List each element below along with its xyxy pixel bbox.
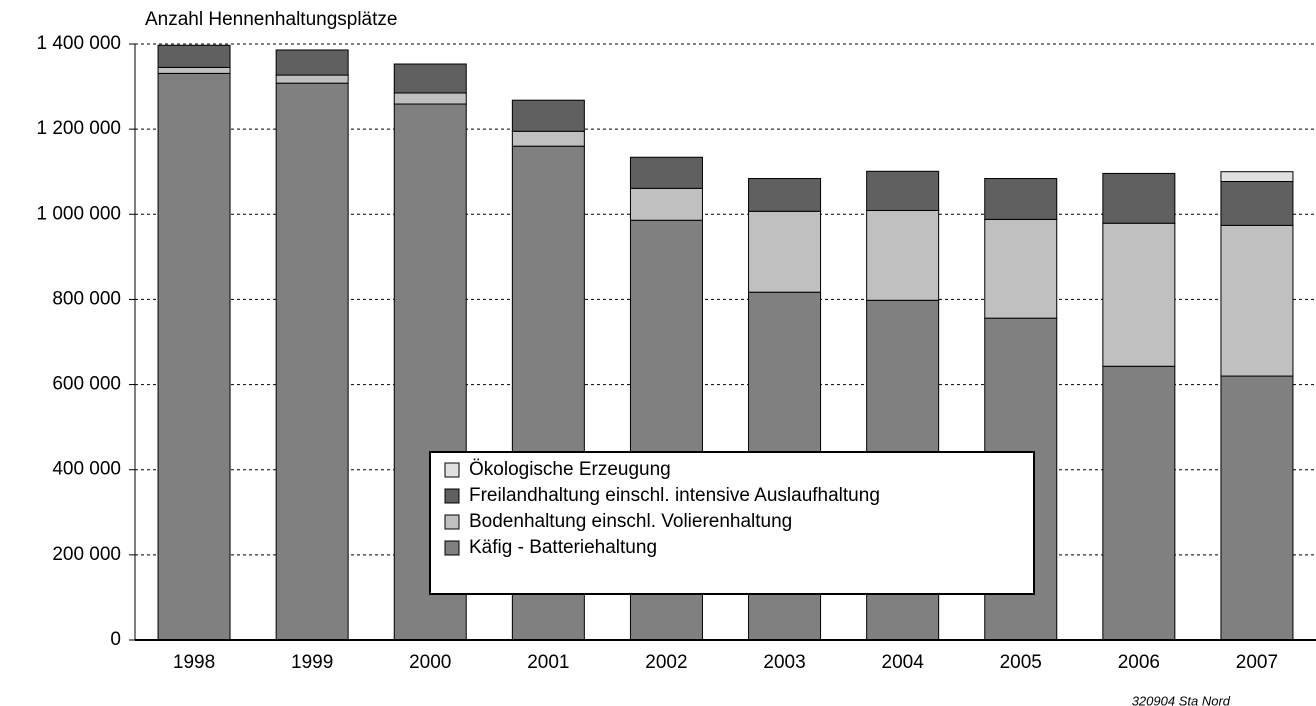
bar-segment [866, 209, 940, 301]
bar-segment [1220, 171, 1294, 183]
bar-segment [984, 178, 1058, 220]
bar-segment [393, 63, 467, 94]
bar-segment [511, 130, 585, 147]
y-tick-label: 1 000 000 [36, 203, 121, 224]
x-tick-label: 2004 [882, 652, 925, 673]
x-tick-label: 2007 [1236, 652, 1278, 673]
x-tick-label: 1998 [173, 652, 215, 673]
bar-segment [748, 210, 822, 293]
legend-label: Käfig - Batteriehaltung [469, 537, 657, 558]
y-tick-label: 400 000 [52, 459, 121, 480]
x-tick-label: 2003 [763, 652, 805, 673]
legend-swatch [444, 540, 460, 556]
y-tick-label: 600 000 [52, 374, 121, 395]
x-tick-label: 2002 [645, 652, 687, 673]
source-note: 320904 Sta Nord [1132, 693, 1231, 706]
bar-segment [629, 187, 703, 221]
y-axis-label: Anzahl Hennenhaltungsplätze [145, 9, 397, 30]
x-tick-label: 2001 [527, 652, 569, 673]
y-tick-label: 800 000 [52, 288, 121, 309]
bar-segment [1102, 365, 1176, 641]
x-tick-label: 2006 [1118, 652, 1160, 673]
x-tick-label: 1999 [291, 652, 333, 673]
legend-swatch [444, 462, 460, 478]
bar-segment [393, 92, 467, 105]
bar-segment [629, 156, 703, 189]
bar-segment [866, 170, 940, 211]
bar-segment [748, 178, 822, 212]
bar-segment [157, 44, 231, 68]
bar-segment [275, 49, 349, 76]
y-tick-label: 1 400 000 [36, 33, 121, 54]
legend-swatch [444, 488, 460, 504]
bar-segment [1102, 222, 1176, 367]
legend-box [429, 451, 1035, 595]
bar-segment [511, 99, 585, 132]
bar-segment [1220, 181, 1294, 226]
bar-segment [275, 82, 349, 641]
bar-segment [275, 74, 349, 84]
bar-segment [157, 66, 231, 74]
bar-segment [1220, 224, 1294, 377]
x-tick-label: 2005 [1000, 652, 1042, 673]
bar-segment [157, 72, 231, 641]
bar-segment [1102, 172, 1176, 224]
bar-segment [1220, 375, 1294, 641]
legend-label: Bodenhaltung einschl. Volierenhaltung [469, 511, 792, 532]
y-tick-label: 200 000 [52, 544, 121, 565]
legend-swatch [444, 514, 460, 530]
x-tick-label: 2000 [409, 652, 451, 673]
y-tick-label: 1 200 000 [36, 118, 121, 139]
y-tick-label: 0 [110, 629, 121, 650]
legend-label: Freilandhaltung einschl. intensive Ausla… [469, 485, 880, 506]
bar-segment [984, 218, 1058, 319]
legend-label: Ökologische Erzeugung [469, 459, 671, 480]
